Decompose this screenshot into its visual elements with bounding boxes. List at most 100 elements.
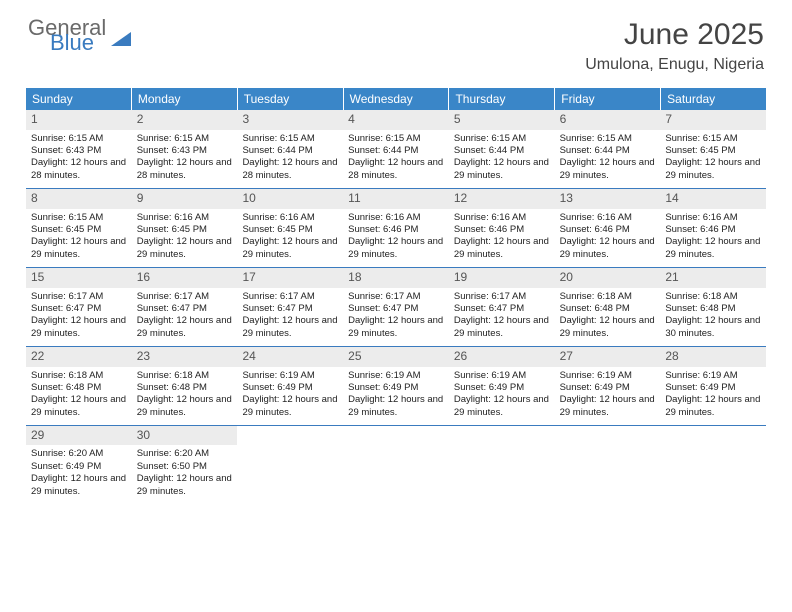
sunset-line: Sunset: 6:45 PM (31, 224, 127, 236)
day-number: 2 (132, 110, 238, 130)
daylight-line: Daylight: 12 hours and 29 minutes. (242, 236, 338, 261)
sunrise-line: Sunrise: 6:16 AM (348, 212, 444, 224)
sunset-line: Sunset: 6:46 PM (665, 224, 761, 236)
sunrise-line: Sunrise: 6:16 AM (454, 212, 550, 224)
day-cell: 19Sunrise: 6:17 AMSunset: 6:47 PMDayligh… (449, 268, 555, 346)
day-cell: 3Sunrise: 6:15 AMSunset: 6:44 PMDaylight… (237, 110, 343, 188)
day-cell: 18Sunrise: 6:17 AMSunset: 6:47 PMDayligh… (343, 268, 449, 346)
sunrise-line: Sunrise: 6:15 AM (31, 133, 127, 145)
day-number: 9 (132, 189, 238, 209)
day-cell: 22Sunrise: 6:18 AMSunset: 6:48 PMDayligh… (26, 347, 132, 425)
day-number: 3 (237, 110, 343, 130)
day-cell: 4Sunrise: 6:15 AMSunset: 6:44 PMDaylight… (343, 110, 449, 188)
sunrise-line: Sunrise: 6:15 AM (348, 133, 444, 145)
day-body: Sunrise: 6:17 AMSunset: 6:47 PMDaylight:… (343, 288, 449, 346)
day-body: Sunrise: 6:15 AMSunset: 6:44 PMDaylight:… (555, 130, 661, 188)
day-number: 15 (26, 268, 132, 288)
day-body: Sunrise: 6:15 AMSunset: 6:44 PMDaylight:… (449, 130, 555, 188)
logo-sail-icon (111, 32, 131, 46)
day-number: 29 (26, 426, 132, 446)
sunrise-line: Sunrise: 6:20 AM (137, 448, 233, 460)
day-number: 8 (26, 189, 132, 209)
day-body: Sunrise: 6:17 AMSunset: 6:47 PMDaylight:… (449, 288, 555, 346)
daylight-line: Daylight: 12 hours and 29 minutes. (560, 236, 656, 261)
day-body: Sunrise: 6:16 AMSunset: 6:46 PMDaylight:… (555, 209, 661, 267)
month-title: June 2025 (585, 18, 764, 52)
day-body: Sunrise: 6:15 AMSunset: 6:43 PMDaylight:… (26, 130, 132, 188)
daylight-line: Daylight: 12 hours and 29 minutes. (137, 473, 233, 498)
sunrise-line: Sunrise: 6:16 AM (560, 212, 656, 224)
day-number: 21 (660, 268, 766, 288)
daylight-line: Daylight: 12 hours and 29 minutes. (560, 315, 656, 340)
daylight-line: Daylight: 12 hours and 29 minutes. (137, 236, 233, 261)
day-number: 26 (449, 347, 555, 367)
sunset-line: Sunset: 6:47 PM (31, 303, 127, 315)
day-number: 20 (555, 268, 661, 288)
daylight-line: Daylight: 12 hours and 29 minutes. (665, 394, 761, 419)
sunrise-line: Sunrise: 6:16 AM (137, 212, 233, 224)
day-number: 12 (449, 189, 555, 209)
day-cell: 7Sunrise: 6:15 AMSunset: 6:45 PMDaylight… (660, 110, 766, 188)
daylight-line: Daylight: 12 hours and 29 minutes. (242, 394, 338, 419)
day-cell: 11Sunrise: 6:16 AMSunset: 6:46 PMDayligh… (343, 189, 449, 267)
day-cell: 14 Sunrise: 6:16 AMSunset: 6:46 PMDayligh… (660, 189, 766, 267)
day-body: Sunrise: 6:19 AMSunset: 6:49 PMDaylight:… (660, 367, 766, 425)
daylight-line: Daylight: 12 hours and 30 minutes. (665, 315, 761, 340)
day-cell: 1Sunrise: 6:15 AMSunset: 6:43 PMDaylight… (26, 110, 132, 188)
day-cell: 26Sunrise: 6:19 AMSunset: 6:49 PMDayligh… (449, 347, 555, 425)
sunset-line: Sunset: 6:45 PM (665, 145, 761, 157)
day-body: Sunrise: 6:15 AMSunset: 6:44 PMDaylight:… (237, 130, 343, 188)
empty-cell (660, 426, 766, 504)
day-body: Sunrise: 6:19 AMSunset: 6:49 PMDaylight:… (449, 367, 555, 425)
day-body: Sunrise: 6:20 AMSunset: 6:49 PMDaylight:… (26, 445, 132, 503)
day-number: 16 (132, 268, 238, 288)
day-number: 22 (26, 347, 132, 367)
sunset-line: Sunset: 6:44 PM (348, 145, 444, 157)
dow-cell: Sunday (26, 88, 132, 110)
day-body: Sunrise: 6:18 AMSunset: 6:48 PMDaylight:… (660, 288, 766, 346)
day-number: 19 (449, 268, 555, 288)
day-body: Sunrise: 6:19 AMSunset: 6:49 PMDaylight:… (343, 367, 449, 425)
day-number: 14 (660, 189, 766, 209)
day-body: Sunrise: 6:15 AMSunset: 6:45 PMDaylight:… (26, 209, 132, 267)
sunrise-line: Sunrise: 6:20 AM (31, 448, 127, 460)
day-body: Sunrise: 6:17 AMSunset: 6:47 PMDaylight:… (26, 288, 132, 346)
title-block: June 2025 Umulona, Enugu, Nigeria (585, 18, 764, 74)
daylight-line: Daylight: 12 hours and 29 minutes. (560, 394, 656, 419)
sunset-line: Sunset: 6:48 PM (31, 382, 127, 394)
daylight-line: Daylight: 12 hours and 29 minutes. (665, 236, 761, 261)
dow-cell: Saturday (661, 88, 766, 110)
daylight-line: Daylight: 12 hours and 29 minutes. (31, 394, 127, 419)
day-number: 13 (555, 189, 661, 209)
day-number: 24 (237, 347, 343, 367)
day-cell: 17Sunrise: 6:17 AMSunset: 6:47 PMDayligh… (237, 268, 343, 346)
sunset-line: Sunset: 6:45 PM (242, 224, 338, 236)
sunrise-line: Sunrise: 6:15 AM (137, 133, 233, 145)
sunrise-line: Sunrise: 6:15 AM (665, 133, 761, 145)
dow-cell: Friday (555, 88, 661, 110)
daylight-line: Daylight: 12 hours and 29 minutes. (348, 394, 444, 419)
week-row: 8Sunrise: 6:15 AMSunset: 6:45 PMDaylight… (26, 188, 766, 267)
sunset-line: Sunset: 6:46 PM (348, 224, 444, 236)
day-body: Sunrise: 6:19 AMSunset: 6:49 PMDaylight:… (237, 367, 343, 425)
day-number: 1 (26, 110, 132, 130)
day-number: 17 (237, 268, 343, 288)
day-cell: 10Sunrise: 6:16 AMSunset: 6:45 PMDayligh… (237, 189, 343, 267)
empty-cell (449, 426, 555, 504)
day-body: Sunrise: 6:15 AMSunset: 6:44 PMDaylight:… (343, 130, 449, 188)
sunset-line: Sunset: 6:48 PM (560, 303, 656, 315)
empty-cell (237, 426, 343, 504)
day-body: Sunrise: 6:16 AMSunset: 6:45 PMDaylight:… (132, 209, 238, 267)
daylight-line: Daylight: 12 hours and 29 minutes. (348, 236, 444, 261)
dow-cell: Tuesday (238, 88, 344, 110)
sunset-line: Sunset: 6:44 PM (242, 145, 338, 157)
calendar: SundayMondayTuesdayWednesdayThursdayFrid… (26, 88, 766, 504)
sunrise-line: Sunrise: 6:18 AM (665, 291, 761, 303)
daylight-line: Daylight: 12 hours and 29 minutes. (454, 236, 550, 261)
day-number: 10 (237, 189, 343, 209)
daylight-line: Daylight: 12 hours and 28 minutes. (348, 157, 444, 182)
sunrise-line: Sunrise: 6:18 AM (137, 370, 233, 382)
sunset-line: Sunset: 6:44 PM (560, 145, 656, 157)
sunrise-line: Sunrise: 6:16 AM (665, 212, 761, 224)
sunrise-line: Sunrise: 6:19 AM (454, 370, 550, 382)
